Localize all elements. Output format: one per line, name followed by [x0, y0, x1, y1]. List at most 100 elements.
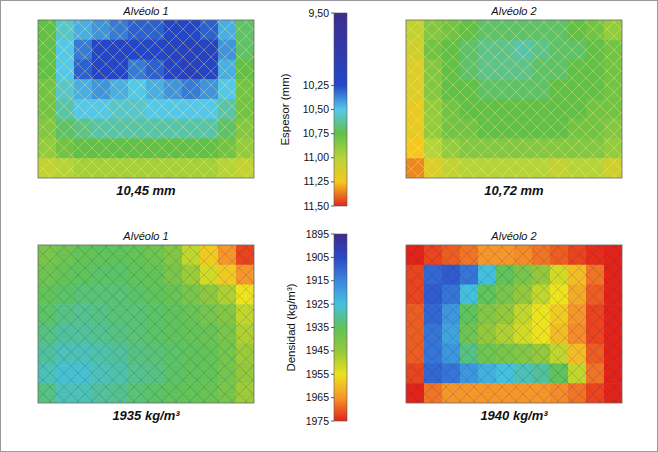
lattice-line	[38, 20, 52, 178]
heatmap-cell	[532, 285, 551, 305]
heatmap-cell	[164, 40, 183, 60]
lattice-line	[514, 20, 622, 178]
heatmap-cell	[164, 60, 183, 80]
lattice-line	[556, 245, 622, 403]
heatmap-cell	[236, 324, 254, 344]
heatmap-cell	[128, 20, 147, 40]
colorbar-tick	[331, 234, 334, 235]
lattice-line	[230, 245, 254, 403]
lattice-line	[230, 20, 254, 178]
heatmap-cell	[164, 285, 183, 305]
lattice-line	[132, 20, 254, 178]
lattice-line	[38, 245, 52, 403]
colorbar-tick-label: 11,00	[304, 151, 330, 163]
heatmap-cell	[532, 265, 551, 285]
heatmap-cell	[406, 20, 425, 40]
heatmap-cell	[236, 304, 254, 324]
heatmap-cell	[110, 324, 129, 344]
lattice-line	[406, 245, 546, 403]
panel: Alvéolo 210,72 mm	[248, 5, 658, 198]
heatmap-cell	[128, 383, 147, 403]
lattice-line	[514, 245, 622, 403]
colorbar-tick-label: 11,50	[304, 200, 330, 212]
lattice-line	[406, 20, 504, 178]
lattice-line	[598, 20, 622, 178]
heatmap-cell	[532, 60, 551, 80]
colorbar-tick-label: 1925	[306, 298, 330, 310]
lattice-line	[542, 245, 622, 403]
heatmap-cell	[92, 265, 111, 285]
lattice	[406, 245, 622, 403]
heatmap-cell	[478, 119, 497, 139]
lattice	[38, 20, 254, 178]
heatmap-cell	[110, 79, 129, 99]
lattice-line	[486, 20, 622, 178]
lattice-line	[216, 20, 254, 178]
heatmap-cell	[442, 265, 461, 285]
lattice-line	[38, 20, 108, 178]
lattice-line	[500, 245, 622, 403]
heatmap-cell	[92, 139, 111, 159]
heatmap-cell	[406, 245, 425, 265]
heatmap-cell	[496, 40, 515, 60]
lattice-line	[584, 20, 622, 178]
colorbar-tick	[331, 206, 334, 207]
lattice-line	[202, 245, 254, 403]
heatmap-cell	[164, 158, 183, 178]
colorbar-tick-label: 1905	[306, 251, 330, 263]
heatmap-cell	[128, 139, 147, 159]
colorbar-title: Densidad (kg/m³)	[285, 283, 297, 371]
lattice-line	[556, 20, 622, 178]
heatmap-cell	[236, 79, 254, 99]
heatmap-cell	[128, 158, 147, 178]
heatmap-cell	[218, 364, 237, 384]
panel-caption: 10,45 mm	[116, 183, 176, 198]
heatmap-cell	[496, 20, 515, 40]
lattice-line	[612, 245, 622, 403]
lattice-line	[188, 245, 254, 403]
heatmap-cell	[478, 79, 497, 99]
heatmap-cell	[74, 265, 93, 285]
lattice-line	[38, 20, 66, 178]
lattice-line	[38, 20, 150, 178]
heatmap-cell	[200, 324, 219, 344]
lattice-line	[174, 20, 254, 178]
lattice-line	[584, 20, 622, 178]
lattice-line	[174, 245, 254, 403]
heatmap-cell	[478, 324, 497, 344]
lattice-line	[38, 245, 164, 403]
lattice-line	[188, 20, 254, 178]
lattice-line	[500, 245, 622, 403]
lattice-line	[472, 245, 622, 403]
heatmap-cell	[514, 324, 533, 344]
lattice-line	[612, 245, 622, 403]
lattice-line	[230, 20, 254, 178]
heatmap-cell	[56, 324, 75, 344]
heatmap-cell	[532, 40, 551, 60]
lattice-line	[406, 245, 434, 403]
heatmap-cell	[406, 40, 425, 60]
heatmap-cell	[460, 139, 479, 159]
lattice-line	[406, 20, 476, 178]
lattice-line	[38, 245, 66, 403]
heatmap-cell	[92, 383, 111, 403]
lattice-line	[406, 20, 546, 178]
colorbar-title: Espesor (mm)	[279, 73, 291, 145]
lattice-line	[406, 20, 420, 178]
heatmap-cell	[460, 158, 479, 178]
heatmap-cell	[496, 364, 515, 384]
heatmap-cell	[74, 40, 93, 60]
lattice-line	[406, 245, 518, 403]
heatmap-cell	[164, 364, 183, 384]
heatmap-cell	[164, 245, 183, 265]
lattice-line	[38, 245, 122, 403]
lattice-line	[244, 20, 254, 178]
lattice-line	[406, 245, 434, 403]
heatmap-cell	[604, 304, 622, 324]
lattice-line	[104, 245, 254, 403]
heatmap-cell	[38, 20, 57, 40]
lattice-line	[118, 20, 254, 178]
lattice-line	[406, 20, 518, 178]
lattice-line	[500, 20, 622, 178]
heatmap-cell	[604, 324, 622, 344]
